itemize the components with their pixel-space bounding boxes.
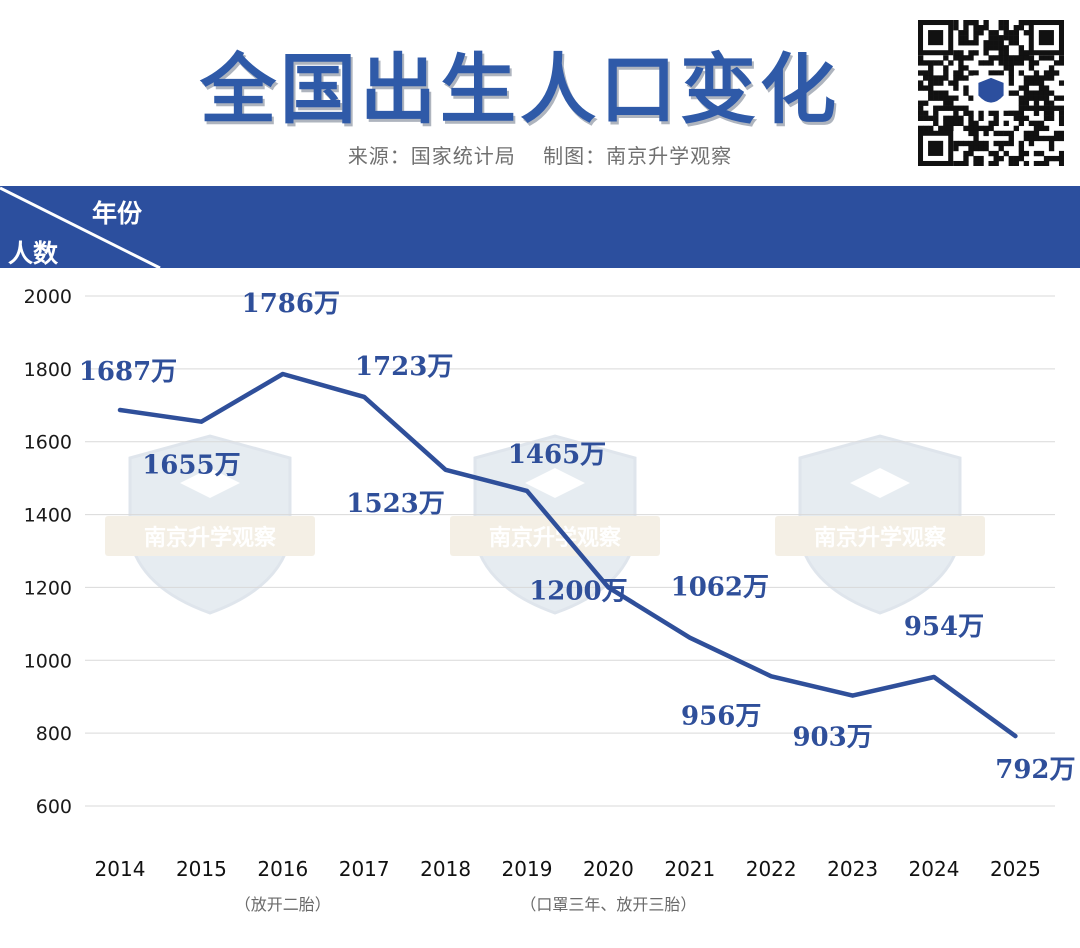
annotations: （放开二胎） （口罩三年、放开三胎） <box>235 895 697 914</box>
y-tick-label: 1600 <box>24 432 72 454</box>
x-tick-label: 2014 <box>95 857 146 881</box>
data-label: 1687万 <box>79 357 177 387</box>
y-tick-label: 600 <box>36 796 72 818</box>
axis-annotation: （口罩三年、放开三胎） <box>520 895 696 914</box>
birth-line-chart: 南京升学观察 南京升学观察 南京升学观察 2000 1800 1600 1400 1200 1… <box>24 286 1076 914</box>
data-label: 1655万 <box>142 451 240 481</box>
data-label: 792万 <box>995 755 1075 785</box>
data-label: 954万 <box>904 612 984 642</box>
x-tick-label: 2020 <box>583 857 634 881</box>
x-tick-label: 2017 <box>339 857 390 881</box>
y-tick-label: 2000 <box>24 286 72 308</box>
x-tick-label: 2023 <box>827 857 878 881</box>
data-label: 1465万 <box>508 440 606 470</box>
corner-diagonal <box>0 186 161 268</box>
watermark-badge: 南京升学观察 <box>105 434 315 615</box>
data-label: 956万 <box>681 701 761 731</box>
watermark-badge: 南京升学观察 <box>775 434 985 615</box>
table-header-band: 年份 人数 <box>0 186 1080 268</box>
data-label: 1200万 <box>529 576 627 606</box>
x-tick-label: 2019 <box>502 857 553 881</box>
x-axis-ticks: 2014 2015 2016 2017 2018 2019 2020 2021 2022 2023… <box>95 857 1041 881</box>
source-line: 来源：国家统计局 制图：南京升学观察 <box>0 140 1080 169</box>
x-tick-label: 2018 <box>420 857 471 881</box>
data-label: 903万 <box>792 723 872 753</box>
y-tick-label: 1200 <box>24 577 72 599</box>
grid-lines <box>85 295 1055 807</box>
y-tick-label: 1400 <box>24 505 72 527</box>
data-label: 1062万 <box>671 573 769 603</box>
data-label: 1786万 <box>242 289 340 319</box>
qr-code-icon <box>918 20 1065 167</box>
y-axis-ticks: 2000 1800 1600 1400 1200 1000 800 600 <box>24 286 72 818</box>
maker-text: 制图：南京升学观察 <box>543 144 733 168</box>
watermark-text: 南京升学观察 <box>814 525 947 551</box>
data-label: 1523万 <box>346 489 444 519</box>
x-tick-label: 2015 <box>176 857 227 881</box>
y-tick-label: 1000 <box>24 650 72 672</box>
x-tick-label: 2022 <box>746 857 797 881</box>
y-tick-label: 1800 <box>24 359 72 381</box>
watermark-text: 南京升学观察 <box>489 525 622 551</box>
corner-people-label: 人数 <box>8 239 59 268</box>
x-tick-label: 2021 <box>664 857 715 881</box>
data-label: 1723万 <box>355 352 453 382</box>
corner-year-label: 年份 <box>92 199 143 228</box>
axis-annotation: （放开二胎） <box>235 895 331 914</box>
x-tick-label: 2024 <box>909 857 960 881</box>
y-tick-label: 800 <box>36 723 72 745</box>
series-line <box>117 371 1018 739</box>
x-tick-label: 2025 <box>990 857 1041 881</box>
page-title: 全国出生人口变化 <box>200 45 840 134</box>
x-tick-label: 2016 <box>257 857 308 881</box>
watermark-text: 南京升学观察 <box>144 525 277 551</box>
source-text: 来源：国家统计局 <box>347 144 516 168</box>
data-labels: 1687万 1655万 1786万 1723万 1523万 1465万 1200万 1062万… <box>79 289 1076 785</box>
